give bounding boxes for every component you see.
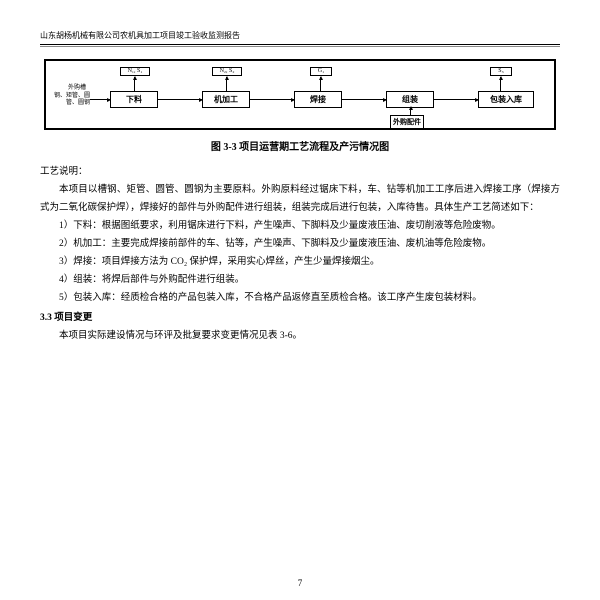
arrow-2-3 <box>250 99 294 100</box>
step-1: 下料 <box>110 91 158 108</box>
arrow-3-4 <box>342 99 386 100</box>
arrow-in <box>90 99 110 100</box>
raw-material-header: 外购槽 <box>52 85 86 92</box>
section-3-3: 3.3 项目变更 <box>40 309 560 327</box>
list-item-2: 2）机加工：主要完成焊接前部件的车、钻等，产生噪声、下脚料及少量废液压油、废机油… <box>40 235 560 253</box>
list-item-3: 3）焊接：项目焊接方法为 CO₂ 保护焊，采用实心焊丝，产生少量焊接烟尘。 <box>40 253 560 271</box>
page-number: 7 <box>0 578 600 588</box>
list-item-5: 5）包装入库：经质检合格的产品包装入库，不合格产品返修直至质检合格。该工序产生废… <box>40 289 560 307</box>
arrow-up-4 <box>500 77 501 91</box>
list-item-1: 1）下料：根据图纸要求，利用锯床进行下料，产生噪声、下脚料及少量废液压油、废切削… <box>40 217 560 235</box>
divider-under <box>40 46 560 47</box>
arrow-4-5 <box>434 99 478 100</box>
arrow-up-1 <box>134 77 135 91</box>
raw-material-sub: 钢、矩管、圆 管、圆钢 <box>48 93 90 106</box>
arrow-up-3 <box>320 77 321 91</box>
step-2: 机加工 <box>202 91 250 108</box>
arrow-1-2 <box>158 99 202 100</box>
flowchart: 外购槽 钢、矩管、圆 管、圆钢 N₁, S₁ N₂, S₂ G₁ S₃ 下料 机… <box>54 67 546 125</box>
step-3: 焊接 <box>294 91 342 108</box>
flowchart-frame: 外购槽 钢、矩管、圆 管、圆钢 N₁, S₁ N₂, S₂ G₁ S₃ 下料 机… <box>44 59 556 130</box>
divider-top <box>40 44 560 45</box>
figure-caption: 图 3-3 项目运营期工艺流程及产污情况图 <box>40 138 560 153</box>
emission-box-2: N₂, S₂ <box>212 67 242 76</box>
list-item-4: 4）组装：将焊后部件与外购配件进行组装。 <box>40 271 560 289</box>
section-3-3-body: 本项目实际建设情况与环评及批复要求变更情况见表 3-6。 <box>40 327 560 345</box>
step-5: 包装入库 <box>478 91 534 108</box>
emission-box-4: S₃ <box>490 67 512 76</box>
emission-box-1: N₁, S₁ <box>120 67 150 76</box>
arrow-up-2 <box>226 77 227 91</box>
emission-box-3: G₁ <box>310 67 332 76</box>
external-parts: 外购配件 <box>390 115 424 129</box>
intro-label: 工艺说明： <box>40 163 560 181</box>
para-1: 本项目以槽钢、矩管、圆管、圆钢为主要原料。外购原料经过锯床下料，车、钻等机加工工… <box>40 181 560 217</box>
doc-header: 山东胡杨机械有限公司农机具加工项目竣工验收监测报告 <box>40 30 560 44</box>
